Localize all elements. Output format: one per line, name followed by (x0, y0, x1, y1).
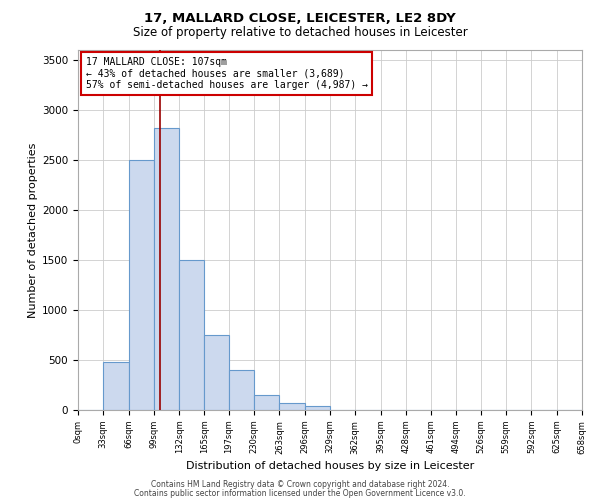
Y-axis label: Number of detached properties: Number of detached properties (28, 142, 38, 318)
Bar (205, 335, 229, 410)
Text: 17 MALLARD CLOSE: 107sqm
← 43% of detached houses are smaller (3,689)
57% of sem: 17 MALLARD CLOSE: 107sqm ← 43% of detach… (86, 57, 368, 90)
Bar (254, 395, 280, 410)
Bar (154, 128, 179, 410)
Text: Contains HM Land Registry data © Crown copyright and database right 2024.: Contains HM Land Registry data © Crown c… (151, 480, 449, 489)
Text: Size of property relative to detached houses in Leicester: Size of property relative to detached ho… (133, 26, 467, 39)
Bar (305, 406, 330, 410)
Text: Contains public sector information licensed under the Open Government Licence v3: Contains public sector information licen… (134, 488, 466, 498)
X-axis label: Distribution of detached houses by size in Leicester: Distribution of detached houses by size … (186, 460, 474, 470)
Bar (280, 402, 305, 410)
Text: 17, MALLARD CLOSE, LEICESTER, LE2 8DY: 17, MALLARD CLOSE, LEICESTER, LE2 8DY (144, 12, 456, 26)
Bar (128, 160, 154, 410)
Bar (179, 260, 205, 410)
Bar (103, 362, 128, 410)
Bar (229, 370, 254, 410)
